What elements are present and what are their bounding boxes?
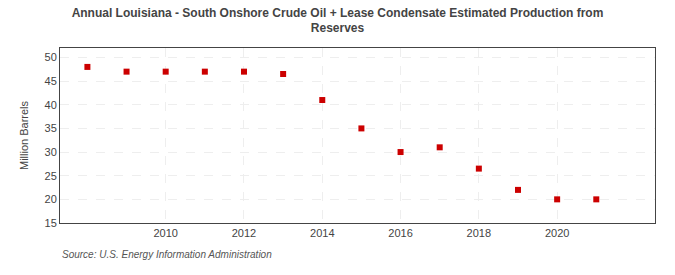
svg-text:2016: 2016 (388, 227, 412, 239)
svg-text:45: 45 (45, 75, 57, 87)
svg-text:2020: 2020 (545, 227, 569, 239)
svg-text:20: 20 (45, 193, 57, 205)
svg-text:15: 15 (45, 217, 57, 229)
svg-text:Million Barrels: Million Barrels (18, 100, 30, 170)
svg-text:2010: 2010 (153, 227, 177, 239)
svg-text:50: 50 (45, 51, 57, 63)
svg-text:2012: 2012 (232, 227, 256, 239)
svg-text:2014: 2014 (310, 227, 334, 239)
svg-text:Annual Louisiana - South Onsho: Annual Louisiana - South Onshore Crude O… (72, 6, 604, 36)
svg-text:35: 35 (45, 122, 57, 134)
svg-text:2018: 2018 (467, 227, 491, 239)
svg-text:Source: U.S. Energy Informatio: Source: U.S. Energy Information Administ… (62, 249, 272, 260)
svg-text:40: 40 (45, 99, 57, 111)
svg-text:30: 30 (45, 146, 57, 158)
svg-text:25: 25 (45, 170, 57, 182)
